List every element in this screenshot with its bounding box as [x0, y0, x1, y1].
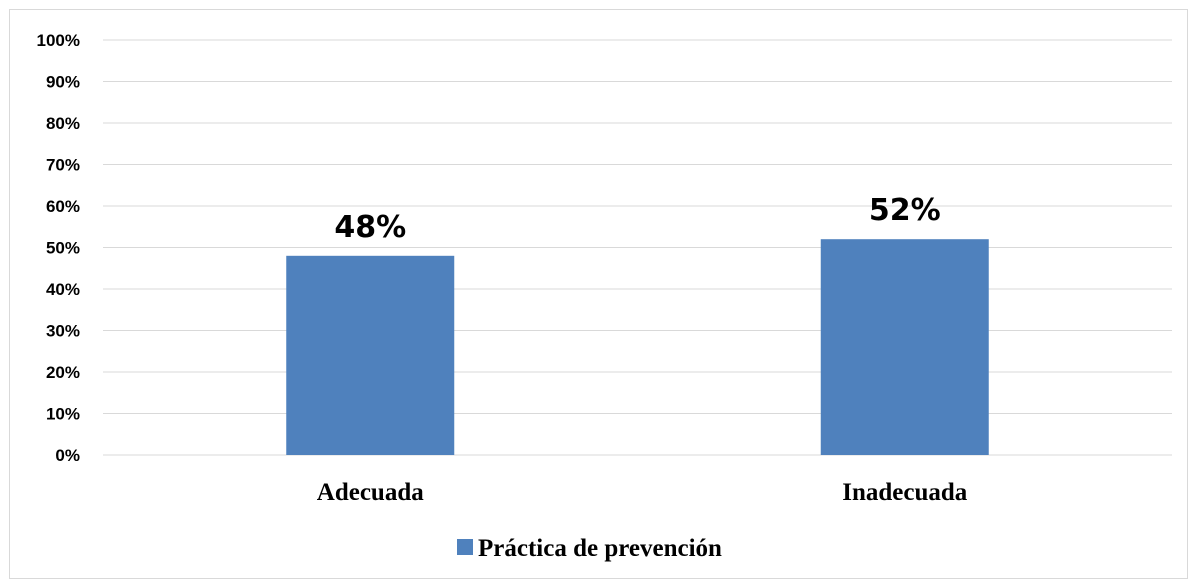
y-axis-ticks: 0% 10% 20% 30% 40% 50% 60% 70% 80% 90% 100%: [37, 31, 80, 465]
x-axis-labels: Adecuada Inadecuada: [317, 479, 968, 506]
bar-inadecuada: [820, 239, 989, 455]
legend-label: Práctica de prevención: [478, 535, 722, 562]
data-label: 52%: [869, 193, 941, 228]
bars: [286, 239, 989, 455]
y-tick-label: 100%: [37, 31, 80, 50]
bar-adecuada: [286, 255, 455, 455]
y-tick-label: 40%: [46, 280, 80, 299]
data-labels: 48% 52%: [334, 193, 940, 245]
x-tick-label: Adecuada: [317, 479, 424, 506]
gridlines: [103, 39, 1172, 456]
y-tick-label: 50%: [46, 239, 80, 258]
chart-frame: [9, 9, 1188, 579]
x-tick-label: Inadecuada: [842, 479, 968, 506]
y-tick-label: 70%: [46, 156, 80, 175]
data-label: 48%: [334, 210, 406, 245]
y-tick-label: 20%: [46, 363, 80, 382]
y-tick-label: 10%: [46, 405, 80, 424]
y-tick-label: 90%: [46, 73, 80, 92]
y-tick-label: 0%: [55, 446, 80, 465]
legend-swatch: [457, 539, 473, 555]
y-tick-label: 60%: [46, 197, 80, 216]
legend: Práctica de prevención: [457, 535, 722, 562]
y-tick-label: 30%: [46, 322, 80, 341]
y-tick-label: 80%: [46, 114, 80, 133]
